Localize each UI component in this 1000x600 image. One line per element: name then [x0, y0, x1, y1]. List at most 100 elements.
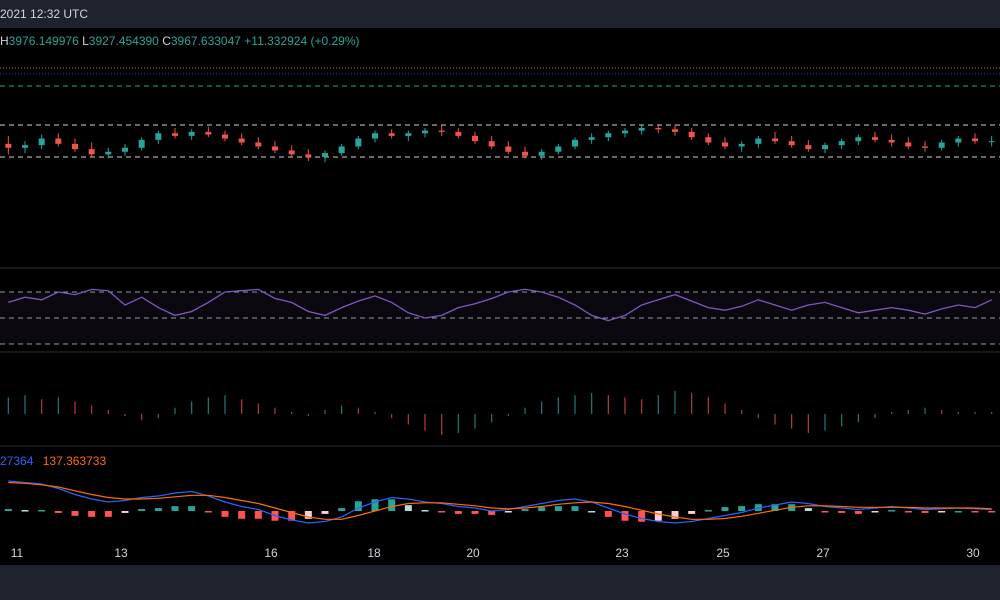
candle: [605, 133, 612, 138]
macd-histogram-bar: [854, 511, 862, 514]
macd-histogram-bar: [521, 509, 529, 511]
macd-histogram-bar: [871, 511, 879, 513]
macd-histogram-bar: [971, 511, 979, 513]
candle: [305, 154, 312, 158]
x-tick-label: 30: [966, 546, 980, 560]
candle: [5, 143, 12, 148]
macd-histogram-bar: [104, 511, 112, 517]
bottom-bar: [0, 565, 1000, 600]
macd-histogram-bar: [38, 510, 46, 512]
macd-histogram-bar: [471, 511, 479, 514]
date-time-label: 2021 12:32 UTC: [0, 7, 89, 21]
macd-pane: [4, 480, 996, 524]
candle: [905, 142, 912, 147]
macd-histogram-bar: [88, 511, 96, 517]
macd-histogram-bar: [138, 509, 146, 511]
candle: [438, 130, 445, 132]
candle: [122, 147, 128, 152]
macd-histogram-bar: [921, 511, 929, 513]
macd-histogram-bar: [588, 511, 596, 513]
candle: [355, 138, 362, 147]
histogram-pane: [7, 390, 993, 435]
macd-histogram-bar: [738, 506, 746, 511]
candle: [788, 141, 795, 146]
macd-histogram-bar: [121, 511, 129, 513]
macd-histogram-bar: [304, 511, 312, 519]
low-label: L: [82, 34, 89, 48]
candle: [272, 146, 278, 151]
candle: [238, 138, 245, 143]
candle: [388, 133, 395, 136]
candle: [22, 145, 28, 148]
macd-histogram-bar: [421, 510, 429, 512]
macd-histogram-bar: [454, 511, 462, 514]
macd-histogram-bar: [888, 510, 896, 512]
candle: [255, 142, 262, 147]
rsi-pane: [0, 288, 1000, 345]
macd-histogram-bar: [838, 511, 846, 513]
macd-histogram-bar: [654, 511, 662, 521]
macd-histogram-bar: [488, 511, 496, 515]
macd-histogram-bar: [254, 511, 262, 519]
macd-histogram-bar: [404, 505, 412, 511]
macd-value: 27364: [0, 454, 34, 468]
candle: [422, 130, 428, 134]
candle: [372, 133, 378, 139]
candle: [155, 133, 162, 140]
candle: [205, 131, 212, 135]
candle: [105, 151, 112, 155]
macd-histogram-bar: [238, 511, 246, 519]
candle: [855, 137, 862, 142]
macd-histogram-bar: [988, 511, 996, 513]
macd-histogram-bar: [188, 506, 196, 511]
candle: [938, 142, 945, 148]
candle: [672, 129, 678, 132]
candle: [172, 133, 178, 136]
candle: [922, 146, 928, 148]
signal-line: [8, 481, 992, 520]
candle: [338, 146, 345, 154]
macd-histogram-bar: [221, 511, 229, 517]
candle: [755, 138, 762, 144]
x-tick-label: 18: [367, 546, 381, 560]
x-tick-label: 27: [816, 546, 830, 560]
macd-histogram-bar: [671, 511, 679, 519]
macd-histogram-bar: [371, 499, 379, 511]
macd-legend: 27364 137.363733: [0, 454, 106, 468]
signal-value: 137.363733: [42, 454, 107, 468]
macd-histogram-bar: [904, 511, 912, 513]
candle: [622, 130, 628, 134]
candle: [405, 133, 412, 136]
macd-histogram-bar: [21, 510, 29, 512]
x-tick-label: 25: [716, 546, 730, 560]
x-tick-label: 23: [615, 546, 629, 560]
candle: [988, 141, 995, 143]
candle: [572, 139, 578, 147]
macd-histogram-bar: [954, 511, 962, 513]
candle: [488, 141, 495, 147]
macd-histogram-bar: [571, 506, 579, 511]
candle: [472, 135, 478, 142]
macd-histogram-bar: [604, 511, 612, 517]
candle: [972, 138, 978, 142]
macd-histogram-bar: [938, 511, 946, 513]
candle: [722, 142, 728, 147]
price-pane: [5, 123, 995, 163]
x-tick-label: 16: [264, 546, 278, 560]
candle: [72, 143, 78, 150]
candle: [538, 151, 545, 156]
candle: [872, 137, 878, 140]
macd-histogram-bar: [438, 511, 446, 513]
candle: [455, 131, 462, 136]
candle: [738, 143, 745, 147]
macd-histogram-bar: [804, 508, 812, 511]
candle: [772, 138, 778, 142]
macd-histogram-bar: [638, 511, 646, 522]
macd-histogram-bar: [388, 499, 396, 511]
high-label: H: [0, 34, 9, 48]
candle: [888, 139, 895, 143]
macd-histogram-bar: [771, 504, 779, 511]
candle: [322, 153, 328, 158]
macd-histogram-bar: [321, 511, 329, 514]
